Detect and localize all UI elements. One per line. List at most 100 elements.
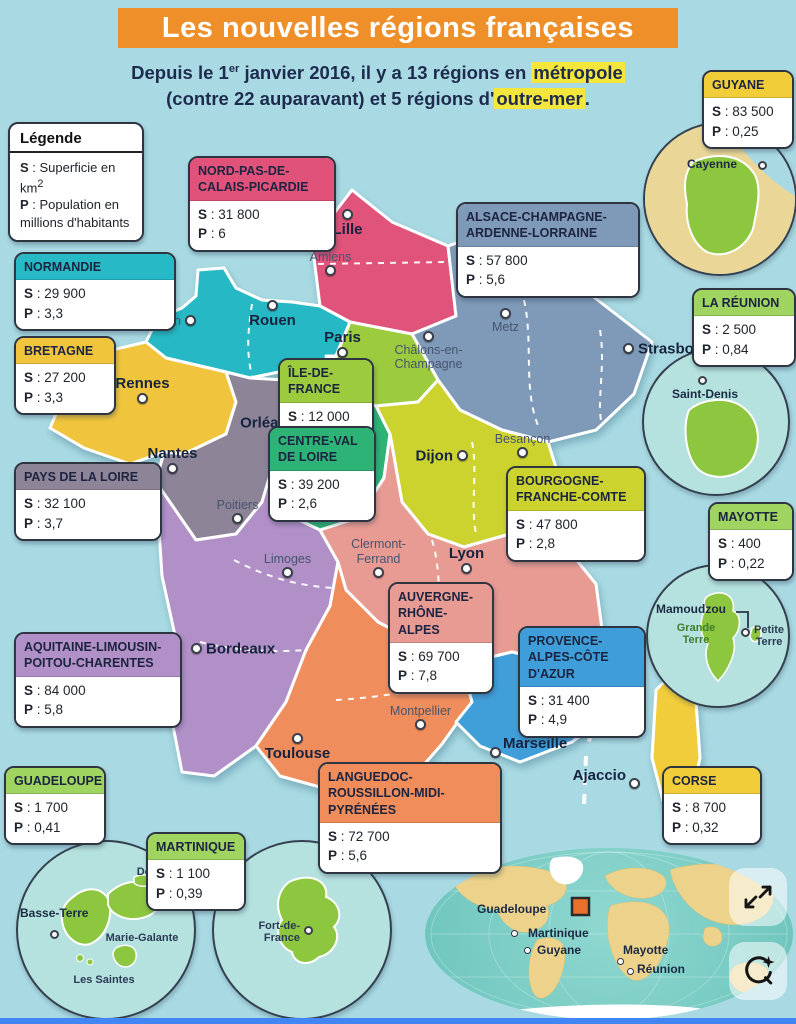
superficie-stat: S : 27 200 (24, 370, 86, 386)
legend-superficie: S : Superficie en km2 (20, 160, 116, 195)
city-dot (500, 308, 511, 319)
region-name: ÎLE-DE-FRANCE (280, 360, 372, 403)
region-card-pays-de-la-loire: PAYS DE LA LOIRE S : 32 100 P : 3,7 (14, 462, 162, 542)
region-name: PROVENCE-ALPES-CÔTE D'AZUR (520, 628, 644, 687)
region-name: PAYS DE LA LOIRE (16, 464, 160, 491)
city-nantes: Nantes (147, 445, 198, 474)
region-name: GUYANE (704, 72, 792, 99)
region-name: LA RÉUNION (694, 290, 794, 317)
region-card-la-reunion: LA RÉUNION S : 2 500 P : 0,84 (692, 288, 796, 368)
legend-card: Légende S : Superficie en km2 P : Popula… (8, 122, 144, 242)
city-amiens: Amiens (310, 250, 351, 276)
subtitle-line-2: (contre 22 auparavant) et 5 régions d' ou… (166, 87, 590, 109)
region-name: BOURGOGNE-FRANCHE-COMTE (508, 468, 644, 511)
region-card-guadeloupe: GUADELOUPE S : 1 700 P : 0,41 (4, 766, 106, 846)
city-dot (415, 719, 426, 730)
superficie-stat: S : 57 800 (466, 252, 528, 268)
inset-capital-label: Basse-Terre (20, 906, 89, 920)
highlight-outre-mer: outre-mer (494, 87, 585, 109)
city-dot (232, 513, 243, 524)
region-card-languedoc-roussillon-midi-pyrenees: LANGUEDOC-ROUSSILLON-MIDI-PYRÉNÉES S : 7… (318, 762, 502, 874)
region-card-normandie: NORMANDIE S : 29 900 P : 3,3 (14, 252, 176, 332)
inset-mayotte: Mamoudzou Grande Terre Petite Terre (646, 564, 790, 708)
region-card-bretagne: BRETAGNE S : 27 200 P : 3,3 (14, 336, 116, 416)
population-stat: P : 5,6 (328, 848, 368, 864)
inset-la-reunion: Saint-Denis (642, 348, 790, 496)
world-label-guyane: Guyane (537, 943, 582, 957)
region-name: MARTINIQUE (148, 834, 244, 861)
world-label-mayotte: Mayotte (623, 943, 669, 957)
superficie-stat: S : 69 700 (398, 648, 460, 664)
city-dot (191, 643, 202, 654)
subtitle-line-1: Depuis le 1er janvier 2016, il y a 13 ré… (131, 62, 625, 83)
region-card-mayotte: MAYOTTE S : 400 P : 0,22 (708, 502, 794, 582)
city-poitiers: Poitiers (217, 498, 258, 524)
city-dijon: Dijon (416, 447, 468, 464)
continents (452, 863, 774, 999)
city-bordeaux: Bordeaux (191, 640, 275, 657)
population-stat: P : 0,22 (718, 555, 765, 571)
city-dot (185, 315, 196, 326)
city-toulouse: Toulouse (265, 733, 330, 762)
population-stat: P : 2,6 (278, 496, 318, 512)
world-label-reunion: Réunion (637, 962, 685, 976)
city-dot (282, 567, 293, 578)
region-name: AUVERGNE-RHÔNE-ALPES (390, 584, 492, 643)
world-dot (617, 958, 624, 965)
superficie-stat: S : 1 100 (156, 866, 211, 882)
france-marker (570, 896, 591, 917)
region-name: LANGUEDOC-ROUSSILLON-MIDI-PYRÉNÉES (320, 764, 500, 823)
inset-capital-label: Cayenne (687, 157, 738, 171)
region-name: NORD-PAS-DE-CALAIS-PICARDIE (190, 158, 334, 201)
city-metz: Metz (492, 308, 519, 334)
population-stat: P : 0,41 (14, 819, 61, 835)
inset-capital-dot (741, 628, 750, 637)
city-marseille: Marseille (490, 735, 567, 758)
superficie-stat: S : 39 200 (278, 476, 340, 492)
inset-capital-dot (50, 930, 59, 939)
city-dot (267, 300, 278, 311)
bottom-bar (0, 1018, 796, 1024)
region-name: MAYOTTE (710, 504, 792, 531)
city-dot (490, 747, 501, 758)
superficie-stat: S : 8 700 (672, 800, 727, 816)
city-caen: Caen (151, 314, 196, 328)
superficie-stat: S : 2 500 (702, 322, 757, 338)
region-card-aquitaine-limousin-poitou-charentes: AQUITAINE-LIMOUSIN-POITOU-CHARENTES S : … (14, 632, 182, 728)
city-besancon: Besançon (495, 432, 550, 458)
world-label-martinique: Martinique (528, 926, 589, 940)
city-lille: Lille (332, 209, 363, 238)
grande-terre-label: Grande Terre (676, 622, 716, 647)
population-stat: P : 3,3 (24, 305, 64, 321)
world-dot (511, 930, 518, 937)
fullscreen-button[interactable] (729, 868, 787, 926)
city-dot (373, 567, 384, 578)
city-lyon: Lyon (449, 545, 484, 574)
population-stat: P : 2,8 (516, 536, 556, 552)
city-clermont-ferrand: Clermont-Ferrand (351, 537, 406, 578)
superficie-stat: S : 72 700 (328, 828, 390, 844)
inset-capital-dot (304, 926, 313, 935)
region-card-corse: CORSE S : 8 700 P : 0,32 (662, 766, 762, 846)
reunion-map (684, 399, 759, 478)
page-title: Les nouvelles régions françaises (118, 8, 678, 48)
city-dot (423, 331, 434, 342)
city-dot (623, 343, 634, 354)
superficie-stat: S : 31 400 (528, 692, 590, 708)
subtitle: Depuis le 1er janvier 2016, il y a 13 ré… (78, 60, 678, 112)
inset-capital-dot (758, 161, 767, 170)
region-card-martinique: MARTINIQUE S : 1 100 P : 0,39 (146, 832, 246, 912)
population-stat: P : 7,8 (398, 668, 438, 684)
petite-terre-label: Petite Terre (754, 624, 784, 649)
superficie-stat: S : 29 900 (24, 286, 86, 302)
population-stat: P : 4,9 (528, 712, 568, 728)
martinique-map (277, 876, 341, 964)
city-dot (325, 265, 336, 276)
superficie-stat: S : 31 800 (198, 206, 260, 222)
inset-capital-dot (698, 376, 707, 385)
inset-capital-label: Saint-Denis (672, 387, 739, 401)
city-montpellier: Montpellier (390, 704, 451, 730)
city-dot (342, 209, 353, 220)
inset-capital-label: Fort-de-France (258, 920, 300, 945)
search-lens-button[interactable] (729, 942, 787, 1000)
